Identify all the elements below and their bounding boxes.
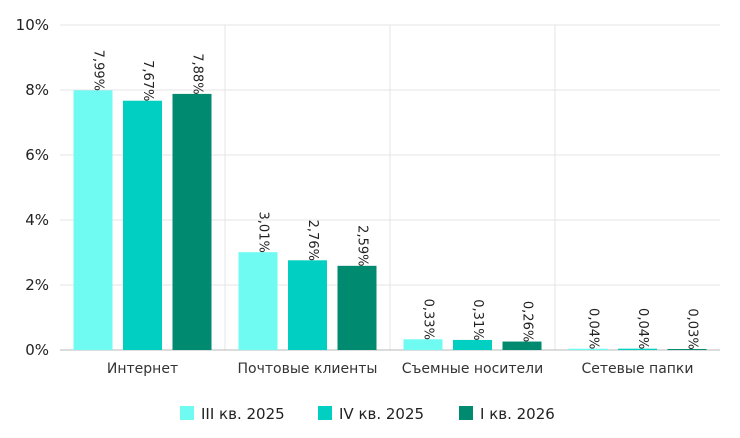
x-axis-categories: Интернет Почтовые клиенты Съемные носители…: [107, 361, 694, 377]
bar: [453, 339, 492, 350]
bar: [403, 339, 443, 350]
data-label: 0,26%: [520, 301, 535, 342]
data-label: 0,04%: [586, 308, 601, 349]
bars: [73, 90, 707, 351]
y-tick-label: 4%: [25, 211, 49, 229]
y-tick-label: 2%: [25, 276, 49, 294]
y-tick-label: 10%: [16, 16, 49, 34]
data-label: 3,01%: [256, 212, 271, 253]
y-axis-ticks: 0% 2% 4% 6% 8% 10%: [16, 16, 49, 359]
bar: [123, 100, 162, 350]
bar: [172, 93, 212, 351]
data-label: 0,31%: [470, 299, 485, 340]
category-label: Сетевые папки: [582, 361, 694, 377]
data-label: 0,04%: [635, 308, 650, 349]
data-label: 2,59%: [355, 225, 370, 266]
data-labels: 7,99% 7,67% 7,88% 3,01% 2,76% 2,59% 0,33% 0,31%…: [91, 50, 700, 350]
bar: [667, 349, 707, 350]
bar: [73, 90, 113, 350]
bar: [238, 252, 278, 350]
bar: [618, 348, 657, 350]
y-tick-label: 8%: [25, 81, 49, 99]
legend-label: I кв. 2026: [480, 405, 555, 423]
y-tick-label: 6%: [25, 146, 49, 164]
bar: [568, 348, 608, 350]
grid: [60, 24, 720, 351]
legend-swatch: [180, 406, 194, 420]
legend: III кв. 2025 IV кв. 2025 I кв. 2026: [180, 405, 555, 423]
category-label: Съемные носители: [402, 361, 543, 377]
legend-label: IV кв. 2025: [339, 405, 424, 423]
data-label: 7,67%: [140, 60, 155, 101]
category-label: Почтовые клиенты: [238, 361, 378, 377]
data-label: 0,03%: [685, 308, 700, 349]
legend-label: III кв. 2025: [201, 405, 285, 423]
data-label: 2,76%: [305, 220, 320, 261]
legend-swatch: [318, 406, 332, 420]
data-label: 7,88%: [190, 53, 205, 94]
legend-swatch: [459, 406, 473, 420]
bar: [337, 265, 377, 350]
bar: [502, 341, 542, 350]
bar: [288, 260, 327, 350]
data-label: 0,33%: [421, 299, 436, 340]
category-label: Интернет: [107, 361, 178, 377]
y-tick-label: 0%: [25, 341, 49, 359]
data-label: 7,99%: [91, 50, 106, 91]
